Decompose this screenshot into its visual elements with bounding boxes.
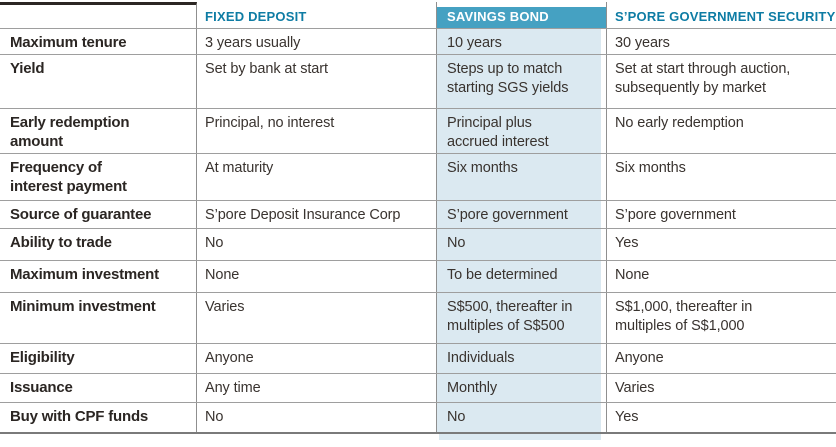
cell-spore-government-security: None [615,267,650,283]
cell-fixed-deposit: 3 years usually [197,29,437,54]
row-label: Maximum tenure [0,29,197,54]
cell-savings-bond: Individuals [437,344,607,373]
cell-fixed-deposit: Anyone [197,344,437,373]
row-label: Source of guarantee [0,201,197,228]
row-label: Frequency of interest payment [0,154,197,200]
cell-spore-government-security: 30 years [615,35,670,51]
table-row: Buy with CPF funds No No Yes [0,402,836,432]
cell-fixed-deposit: No [197,403,437,432]
column-header-savings-bond: SAVINGS BOND [437,2,607,28]
cell-savings-bond: No [437,403,607,432]
cell-savings-bond: Monthly [437,374,607,402]
row-label: Yield [0,55,197,108]
cell-savings-bond: To be determined [437,261,607,292]
table-row: Ability to trade No No Yes [0,228,836,260]
cell-savings-bond: S’pore government [437,201,607,228]
cell-savings-bond: No [437,229,607,260]
column-header-spore-government-security: S’PORE GOVERNMENT SECURITY [615,9,836,24]
header-empty-cell [0,2,197,28]
cell-spore-government-security: Six months [615,160,686,176]
table-row: Maximum tenure 3 years usually 10 years … [0,28,836,54]
column-header-fixed-deposit: FIXED DEPOSIT [197,2,437,28]
table-header-row: FIXED DEPOSIT SAVINGS BOND S’PORE GOVERN… [0,2,836,28]
cell-spore-government-security: Yes [615,409,639,425]
cell-spore-government-security: Set at start through auction, subsequent… [615,61,791,96]
table-bottom-rule [0,432,836,440]
cell-fixed-deposit: Set by bank at start [197,55,437,108]
table-body: Maximum tenure 3 years usually 10 years … [0,28,836,432]
row-label: Eligibility [0,344,197,373]
cell-fixed-deposit: No [197,229,437,260]
table-row: Source of guarantee S’pore Deposit Insur… [0,200,836,228]
row-label: Ability to trade [0,229,197,260]
cell-spore-government-security: S$1,000, thereafter in multiples of S$1,… [615,299,753,334]
cell-fixed-deposit: At maturity [197,154,437,200]
cell-savings-bond: Six months [437,154,607,200]
cell-savings-bond: Steps up to match starting SGS yields [437,55,607,108]
row-label: Early redemption amount [0,109,197,153]
cell-fixed-deposit: None [197,261,437,292]
table-row: Frequency of interest payment At maturit… [0,153,836,200]
cell-spore-government-security: Anyone [615,350,664,366]
table-row: Minimum investment Varies S$500, thereaf… [0,292,836,343]
cell-savings-bond: 10 years [437,29,607,54]
table-row: Early redemption amount Principal, no in… [0,108,836,153]
column-header-savings-bond-label: SAVINGS BOND [447,9,549,24]
table-row: Yield Set by bank at start Steps up to m… [0,54,836,108]
row-label: Maximum investment [0,261,197,292]
row-label: Issuance [0,374,197,402]
table-row: Eligibility Anyone Individuals Anyone [0,343,836,373]
savings-column-footer-stub [437,434,607,440]
cell-spore-government-security: No early redemption [615,115,744,131]
row-label: Buy with CPF funds [0,403,197,432]
cell-spore-government-security: S’pore government [615,207,736,223]
cell-savings-bond: Principal plus accrued interest [437,109,607,153]
cell-fixed-deposit: Varies [197,293,437,343]
table-row: Issuance Any time Monthly Varies [0,373,836,402]
cell-fixed-deposit: S’pore Deposit Insurance Corp [197,201,437,228]
cell-savings-bond: S$500, thereafter in multiples of S$500 [437,293,607,343]
cell-fixed-deposit: Any time [197,374,437,402]
cell-spore-government-security: Varies [615,380,655,396]
table-row: Maximum investment None To be determined… [0,260,836,292]
cell-spore-government-security: Yes [615,235,639,251]
row-label: Minimum investment [0,293,197,343]
cell-fixed-deposit: Principal, no interest [197,109,437,153]
